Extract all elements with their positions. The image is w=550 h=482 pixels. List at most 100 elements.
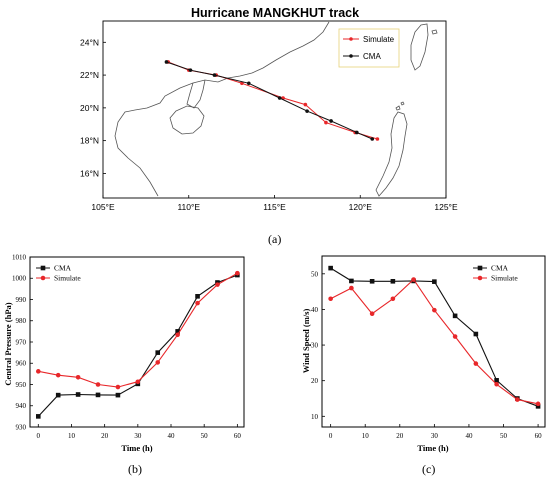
pres-y-tick-label: 960 [16, 360, 27, 368]
data-point-cma [115, 392, 121, 398]
data-point-simulate [215, 282, 220, 287]
series-line-cma [330, 267, 539, 407]
legend-marker-cma [349, 54, 353, 58]
data-point-simulate [303, 102, 308, 107]
data-point-cma [329, 119, 333, 123]
track-map-panel: Hurricane MANGKHUT track 105°E 110°E 115°E… [80, 6, 458, 246]
data-point-cma [390, 278, 396, 284]
luzon-island [375, 111, 408, 197]
legend-marker-simulate [40, 275, 46, 281]
data-point-cma [75, 392, 81, 397]
pres-y-tick-label: 990 [16, 296, 27, 304]
pressure-ticks: 0 10 20 30 40 50 60 930 940 950 960 970 980 990 1000 10… [12, 253, 241, 440]
pres-x-tick-label: 30 [134, 432, 142, 440]
pres-y-tick-label: 1000 [12, 275, 27, 283]
taiwan-island [410, 23, 429, 71]
map-y-tick-label: 18°N [80, 136, 99, 146]
legend-marker-cma [477, 265, 483, 271]
data-point-cma [452, 313, 458, 319]
data-point-simulate [375, 137, 380, 141]
data-point-simulate [494, 381, 499, 387]
pres-x-tick-label: 0 [37, 432, 41, 440]
map-x-tick-label: 120°E [349, 202, 373, 212]
data-point-cma [55, 392, 61, 398]
data-point-cma [432, 279, 437, 284]
legend-box [338, 28, 400, 68]
data-point-cma [164, 60, 169, 64]
series-line-simulate [38, 272, 238, 388]
wind-x-label: Time (h) [417, 443, 448, 453]
data-point-simulate [35, 369, 41, 374]
data-point-simulate [115, 384, 121, 390]
data-point-simulate [195, 300, 200, 306]
data-point-cma [35, 414, 41, 419]
pressure-chart-panel: 0 10 20 30 40 50 60 930 940 950 960 970 980 990 1000 10… [3, 253, 245, 476]
map-legend: Simulate CMA [338, 28, 400, 68]
pressure-series [35, 270, 240, 419]
pres-x-tick-label: 40 [168, 432, 176, 440]
island-b [400, 101, 405, 106]
wind-x-tick-label: 60 [535, 432, 543, 440]
pres-y-tick-label: 970 [16, 338, 27, 346]
data-point-simulate [95, 382, 101, 387]
legend-marker-simulate [477, 275, 483, 281]
data-point-cma [95, 392, 101, 398]
data-point-simulate [324, 120, 328, 125]
small-island [431, 29, 438, 35]
hainan-island [169, 105, 205, 135]
map-x-tick-label: 125°E [434, 202, 458, 212]
wind-y-tick-label: 50 [311, 270, 319, 278]
peninsula-coastline [186, 79, 206, 109]
map-title: Hurricane MANGKHUT track [191, 6, 359, 20]
data-point-simulate [175, 332, 180, 338]
pres-y-tick-label: 1010 [12, 253, 27, 261]
data-point-simulate [75, 374, 81, 380]
data-point-cma [195, 294, 200, 299]
map-x-tick-label: 105°E [91, 202, 115, 212]
data-point-simulate [432, 307, 437, 313]
map-y-tick-label: 22°N [80, 70, 99, 80]
map-ticks: 105°E 110°E 115°E 120°E 125°E 16°N 18°N 20°N 22°… [80, 37, 458, 212]
pres-y-tick-label: 950 [16, 381, 27, 389]
legend-label-simulate: Simulate [363, 35, 395, 44]
legend-marker-cma [40, 265, 46, 271]
coastline-shapes [114, 21, 438, 197]
data-point-cma [473, 331, 479, 337]
island-a [395, 105, 401, 111]
wind-ticks: 0 10 20 30 40 50 60 10 20 30 40 50 [311, 270, 542, 440]
mainland-coastline [114, 21, 330, 197]
data-point-simulate [411, 277, 416, 282]
data-point-cma [355, 130, 359, 135]
pres-y-tick-label: 930 [16, 423, 27, 431]
wind-plot-frame [321, 255, 546, 428]
wind-frame [321, 255, 546, 428]
legend-label-cma: CMA [54, 264, 72, 273]
wind-x-tick-label: 20 [396, 432, 404, 440]
data-point-simulate [55, 372, 61, 378]
data-point-simulate [515, 397, 520, 402]
data-point-simulate [328, 296, 333, 302]
map-y-tick-label: 24°N [80, 37, 99, 47]
pres-x-tick-label: 50 [201, 432, 209, 440]
data-point-cma [246, 81, 251, 86]
wind-y-tick-label: 30 [311, 342, 319, 350]
wind-x-tick-label: 40 [465, 432, 473, 440]
data-point-simulate [135, 379, 141, 385]
panel-label-c: (c) [422, 462, 435, 476]
map-y-tick-label: 16°N [80, 168, 99, 178]
map-y-tick-label: 20°N [80, 103, 99, 113]
wind-x-tick-label: 0 [329, 432, 333, 440]
panel-label-a: (a) [268, 232, 281, 246]
wind-y-tick-label: 40 [311, 306, 319, 314]
data-point-simulate [452, 334, 458, 339]
data-point-cma [494, 378, 499, 383]
data-point-simulate [155, 360, 161, 365]
pressure-x-label: Time (h) [121, 443, 152, 453]
data-point-simulate [235, 270, 240, 276]
wind-x-tick-label: 30 [431, 432, 439, 440]
data-point-cma [212, 73, 217, 77]
pressure-y-label: Central Pressure (hPa) [3, 302, 13, 385]
